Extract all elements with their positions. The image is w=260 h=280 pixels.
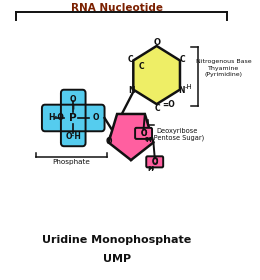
Text: H: H — [145, 137, 150, 142]
FancyBboxPatch shape — [61, 90, 86, 146]
Text: -H: -H — [185, 84, 193, 90]
Text: O: O — [93, 113, 99, 122]
Text: C: C — [180, 55, 185, 64]
Text: Phosphate: Phosphate — [52, 159, 90, 165]
Text: O: O — [152, 158, 158, 167]
Text: RNA Nucleotide: RNA Nucleotide — [71, 3, 163, 13]
Text: O·H: O·H — [65, 132, 81, 141]
Text: C: C — [138, 62, 144, 71]
Polygon shape — [133, 46, 180, 104]
Text: C: C — [128, 55, 134, 64]
FancyBboxPatch shape — [42, 105, 105, 131]
Polygon shape — [108, 114, 153, 160]
Text: UMP: UMP — [103, 254, 131, 264]
Text: O: O — [153, 38, 160, 46]
Text: ‖: ‖ — [72, 104, 75, 109]
Text: Uridine Monophosphate: Uridine Monophosphate — [42, 235, 191, 245]
Text: H: H — [145, 137, 151, 143]
Text: O: O — [140, 129, 147, 138]
Text: H·O: H·O — [49, 113, 64, 122]
FancyBboxPatch shape — [135, 128, 152, 139]
Text: O: O — [152, 157, 158, 166]
Text: H: H — [147, 166, 153, 172]
FancyBboxPatch shape — [146, 156, 163, 167]
Text: H: H — [148, 166, 153, 171]
Text: =O: =O — [162, 100, 174, 109]
Text: P: P — [69, 113, 77, 123]
Text: Deoxyribose
(Pentose Sugar): Deoxyribose (Pentose Sugar) — [151, 128, 204, 141]
Text: N: N — [178, 86, 185, 95]
Text: O: O — [70, 95, 76, 104]
Text: Nitrogenous Base
Thyamine
(Pyrimidine): Nitrogenous Base Thyamine (Pyrimidine) — [196, 59, 251, 77]
Text: O: O — [140, 129, 147, 138]
Text: O: O — [105, 137, 112, 146]
Text: C: C — [154, 104, 160, 113]
Text: N: N — [128, 86, 134, 95]
